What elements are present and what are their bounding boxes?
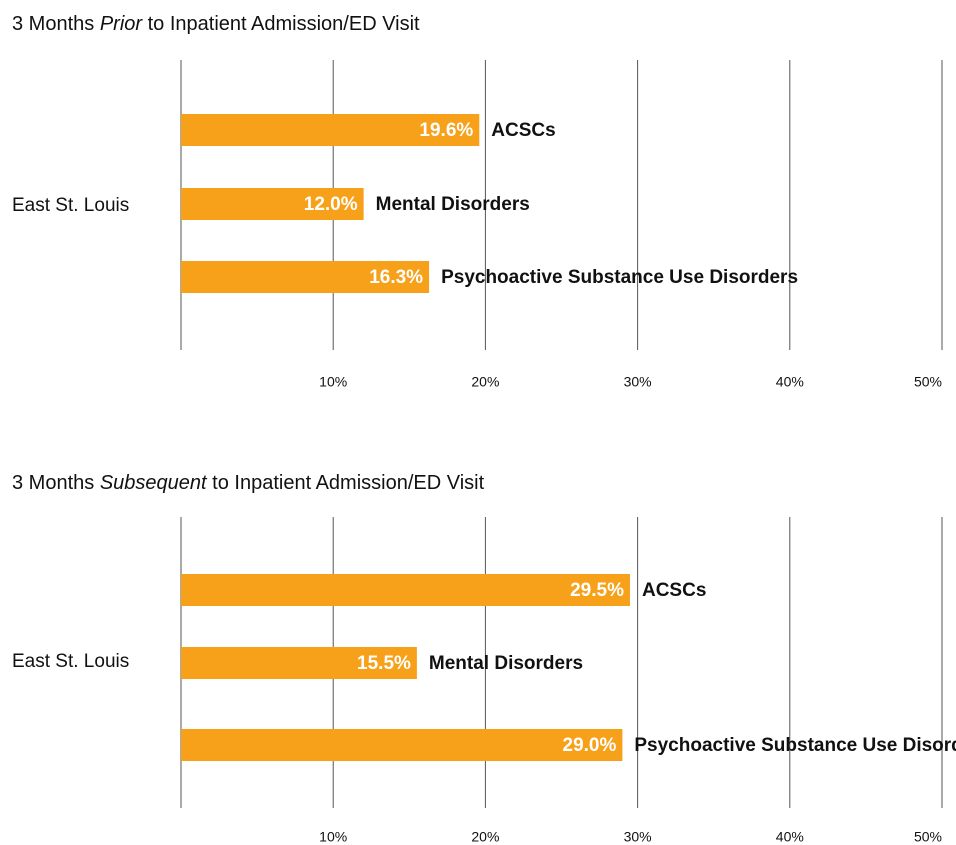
title-after: to Inpatient Admission/ED Visit: [148, 13, 420, 35]
value-label: 15.5%: [357, 653, 411, 674]
x-tick-label: 40%: [776, 829, 804, 845]
value-label: 29.5%: [570, 580, 624, 601]
series-label: Psychoactive Substance Use Disorders: [441, 267, 798, 288]
bar: [181, 574, 630, 606]
x-tick-label: 50%: [914, 829, 942, 845]
title-emphasis: Subsequent: [100, 472, 208, 494]
category-label: East St. Louis: [12, 651, 129, 672]
x-tick-label: 20%: [471, 829, 499, 845]
chart-title: 3 Months Subsequent to Inpatient Admissi…: [12, 472, 485, 494]
bar: [181, 647, 417, 679]
bar: [181, 729, 623, 761]
x-tick-label: 10%: [319, 374, 347, 390]
title-before: 3 Months: [12, 13, 94, 35]
x-tick-label: 10%: [319, 829, 347, 845]
value-label: 19.6%: [419, 120, 473, 141]
series-label: Psychoactive Substance Use Disorders: [634, 735, 956, 756]
x-tick-label: 40%: [776, 374, 804, 390]
bar: [181, 114, 480, 146]
bar: [181, 261, 430, 293]
series-label: ACSCs: [491, 120, 555, 141]
value-label: 16.3%: [369, 267, 423, 288]
series-label: ACSCs: [642, 580, 706, 601]
title-after: to Inpatient Admission/ED Visit: [212, 472, 484, 494]
title-emphasis: Prior: [100, 13, 144, 35]
title-before: 3 Months: [12, 472, 94, 494]
chart-title: 3 Months Prior to Inpatient Admission/ED…: [12, 13, 420, 35]
series-label: Mental Disorders: [376, 194, 530, 215]
bar: [181, 188, 364, 220]
x-tick-label: 30%: [624, 374, 652, 390]
x-tick-label: 20%: [471, 374, 499, 390]
x-tick-label: 50%: [914, 374, 942, 390]
value-label: 12.0%: [304, 194, 358, 215]
category-label: East St. Louis: [12, 195, 129, 216]
value-label: 29.0%: [563, 735, 617, 756]
x-tick-label: 30%: [624, 829, 652, 845]
series-label: Mental Disorders: [429, 653, 583, 674]
